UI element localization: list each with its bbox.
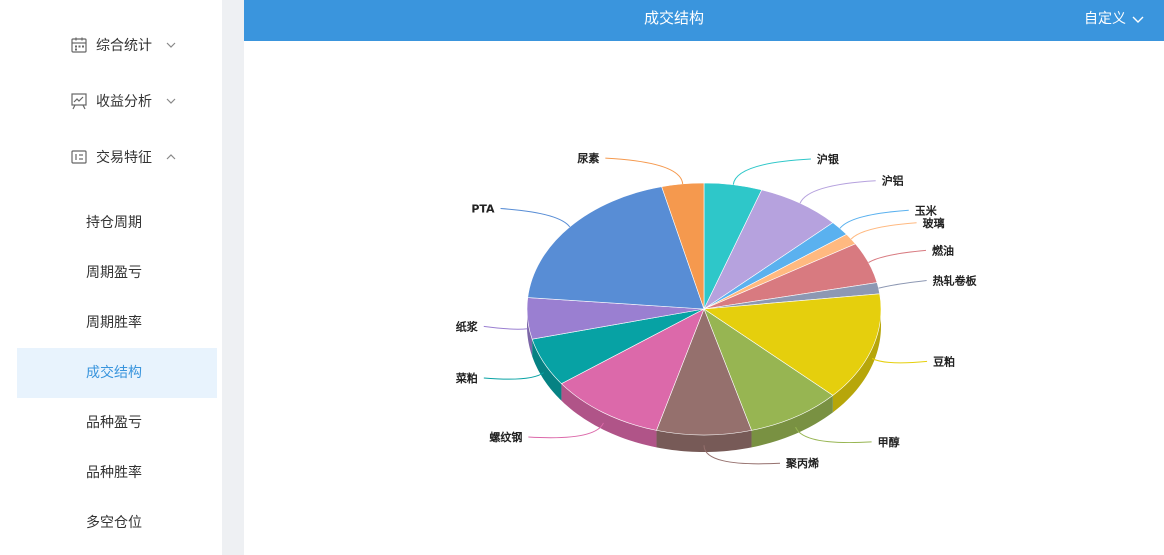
menu-group-label: 收益分析 [96, 94, 152, 110]
menu-group-label: 交易特征 [96, 150, 152, 166]
custom-range-dropdown[interactable]: 自定义 [1084, 0, 1144, 38]
sidebar-gutter [222, 0, 244, 555]
page-title: 成交结构 [643, 9, 704, 27]
slice-label-7: 甲醇 [878, 435, 900, 449]
slice-label-3: 玻璃 [923, 216, 945, 230]
slice-label-13: 尿素 [577, 151, 599, 165]
slice-label-6: 豆粕 [933, 354, 955, 368]
pie-side-11 [527, 309, 533, 357]
leader-line-0 [732, 158, 811, 185]
chevron-up-icon [166, 152, 176, 162]
chart-header: 成交结构 自定义 [244, 0, 1164, 41]
slice-label-0: 沪银 [817, 152, 840, 166]
sidebar-item-period-winrate[interactable]: 周期胜率 [86, 315, 142, 331]
sidebar-item-long-short-position[interactable]: 多空仓位 [86, 515, 142, 531]
sidebar-item-holding-period[interactable]: 持仓周期 [86, 215, 142, 231]
leader-line-6 [871, 358, 928, 364]
chevron-down-icon [1132, 13, 1144, 25]
leader-line-5 [878, 280, 927, 289]
slice-label-1: 沪铝 [882, 174, 904, 188]
pie-side-8 [656, 430, 752, 452]
leader-line-12 [500, 208, 571, 228]
leader-line-11 [483, 325, 528, 330]
sidebar-item-variety-pnl[interactable]: 品种盈亏 [86, 415, 142, 431]
slice-label-10: 菜粕 [455, 371, 478, 385]
pie-slice-8[interactable] [656, 308, 752, 436]
panel-icon [70, 148, 88, 166]
menu-group-label: 综合统计 [96, 38, 152, 54]
leader-line-9 [528, 422, 604, 439]
presentation-chart-icon [70, 92, 88, 110]
slice-label-8: 聚丙烯 [785, 456, 819, 470]
leader-line-7 [795, 426, 872, 444]
slice-label-9: 螺纹钢 [489, 430, 522, 444]
leader-line-13 [605, 157, 684, 185]
slice-label-4: 燃油 [931, 243, 954, 257]
pie-slice-7[interactable] [703, 308, 834, 431]
slice-label-2: 玉米 [915, 203, 938, 217]
leader-line-4 [868, 249, 927, 263]
custom-range-label: 自定义 [1084, 11, 1126, 27]
leader-line-10 [483, 372, 545, 380]
menu-group-overview[interactable]: 综合统计 [70, 33, 176, 57]
sidebar-item-trade-structure[interactable]: 成交结构 [17, 348, 217, 398]
slice-label-11: 纸浆 [456, 319, 479, 333]
chevron-down-icon [166, 40, 176, 50]
pie-slice-6[interactable] [703, 293, 882, 396]
slice-label-12: PTA [471, 203, 495, 216]
sidebar-item-variety-winrate[interactable]: 品种胜率 [86, 465, 142, 481]
sidebar-item-period-pnl[interactable]: 周期盈亏 [86, 265, 142, 281]
slice-label-5: 热轧卷板 [933, 274, 978, 288]
calendar-icon [70, 36, 88, 54]
pie-slice-9[interactable] [560, 308, 705, 431]
leader-line-3 [850, 222, 917, 240]
pie-side-7 [751, 395, 833, 448]
sidebar: 综合统计 收益分析 交易特征 持仓周期 周期盈亏 周期胜率 成交结构 品种盈亏 … [0, 0, 222, 555]
main-panel: 成交结构 自定义 沪银沪铝玉米 玻璃燃油热轧卷板豆粕甲醇聚丙烯 螺纹钢 菜粕 纸浆 PTA… [244, 0, 1164, 555]
menu-group-profit-analysis[interactable]: 收益分析 [70, 89, 176, 113]
chevron-down-icon [166, 96, 176, 106]
leader-line-2 [839, 209, 909, 229]
menu-group-trade-features[interactable]: 交易特征 [70, 145, 176, 169]
leader-line-1 [799, 180, 876, 204]
pie-side-10 [532, 339, 562, 401]
pie-side-6 [832, 309, 881, 413]
leader-line-8 [703, 445, 781, 465]
